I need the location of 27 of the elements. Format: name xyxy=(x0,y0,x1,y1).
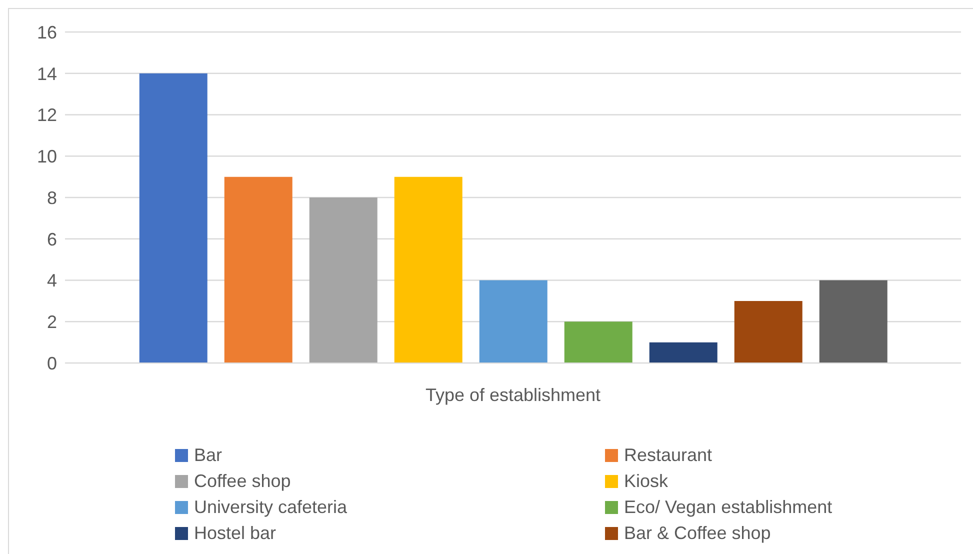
legend-label: University cafeteria xyxy=(194,497,348,518)
bar xyxy=(734,300,802,363)
bar xyxy=(564,322,632,363)
legend-label: Kiosk xyxy=(624,471,668,492)
legend-label: Restaurant xyxy=(624,445,712,466)
bar xyxy=(649,342,718,363)
legend-label: Eco/ Vegan establishment xyxy=(624,497,832,518)
y-tick-label: 6 xyxy=(46,229,57,250)
bar xyxy=(819,280,888,363)
legend-label: Bar & Coffee shop xyxy=(624,523,771,544)
y-tick-label: 4 xyxy=(46,270,57,291)
bar xyxy=(139,73,208,363)
x-axis-title: Type of establishment xyxy=(425,385,601,405)
y-tick-label: 2 xyxy=(46,312,57,332)
legend-label: Hostel bar xyxy=(194,523,276,544)
bar xyxy=(224,176,292,363)
y-tick-label: 12 xyxy=(36,105,57,126)
bar xyxy=(309,198,378,363)
y-tick-label: 14 xyxy=(36,64,57,84)
bar xyxy=(479,280,548,363)
y-tick-label: 0 xyxy=(46,353,57,374)
y-tick-label: 10 xyxy=(36,146,57,167)
bar xyxy=(394,176,462,363)
legend-label: Bar xyxy=(194,445,222,466)
y-tick-label: 8 xyxy=(46,188,57,208)
y-tick-label: 16 xyxy=(36,22,57,42)
legend-label: Coffee shop xyxy=(194,471,291,492)
